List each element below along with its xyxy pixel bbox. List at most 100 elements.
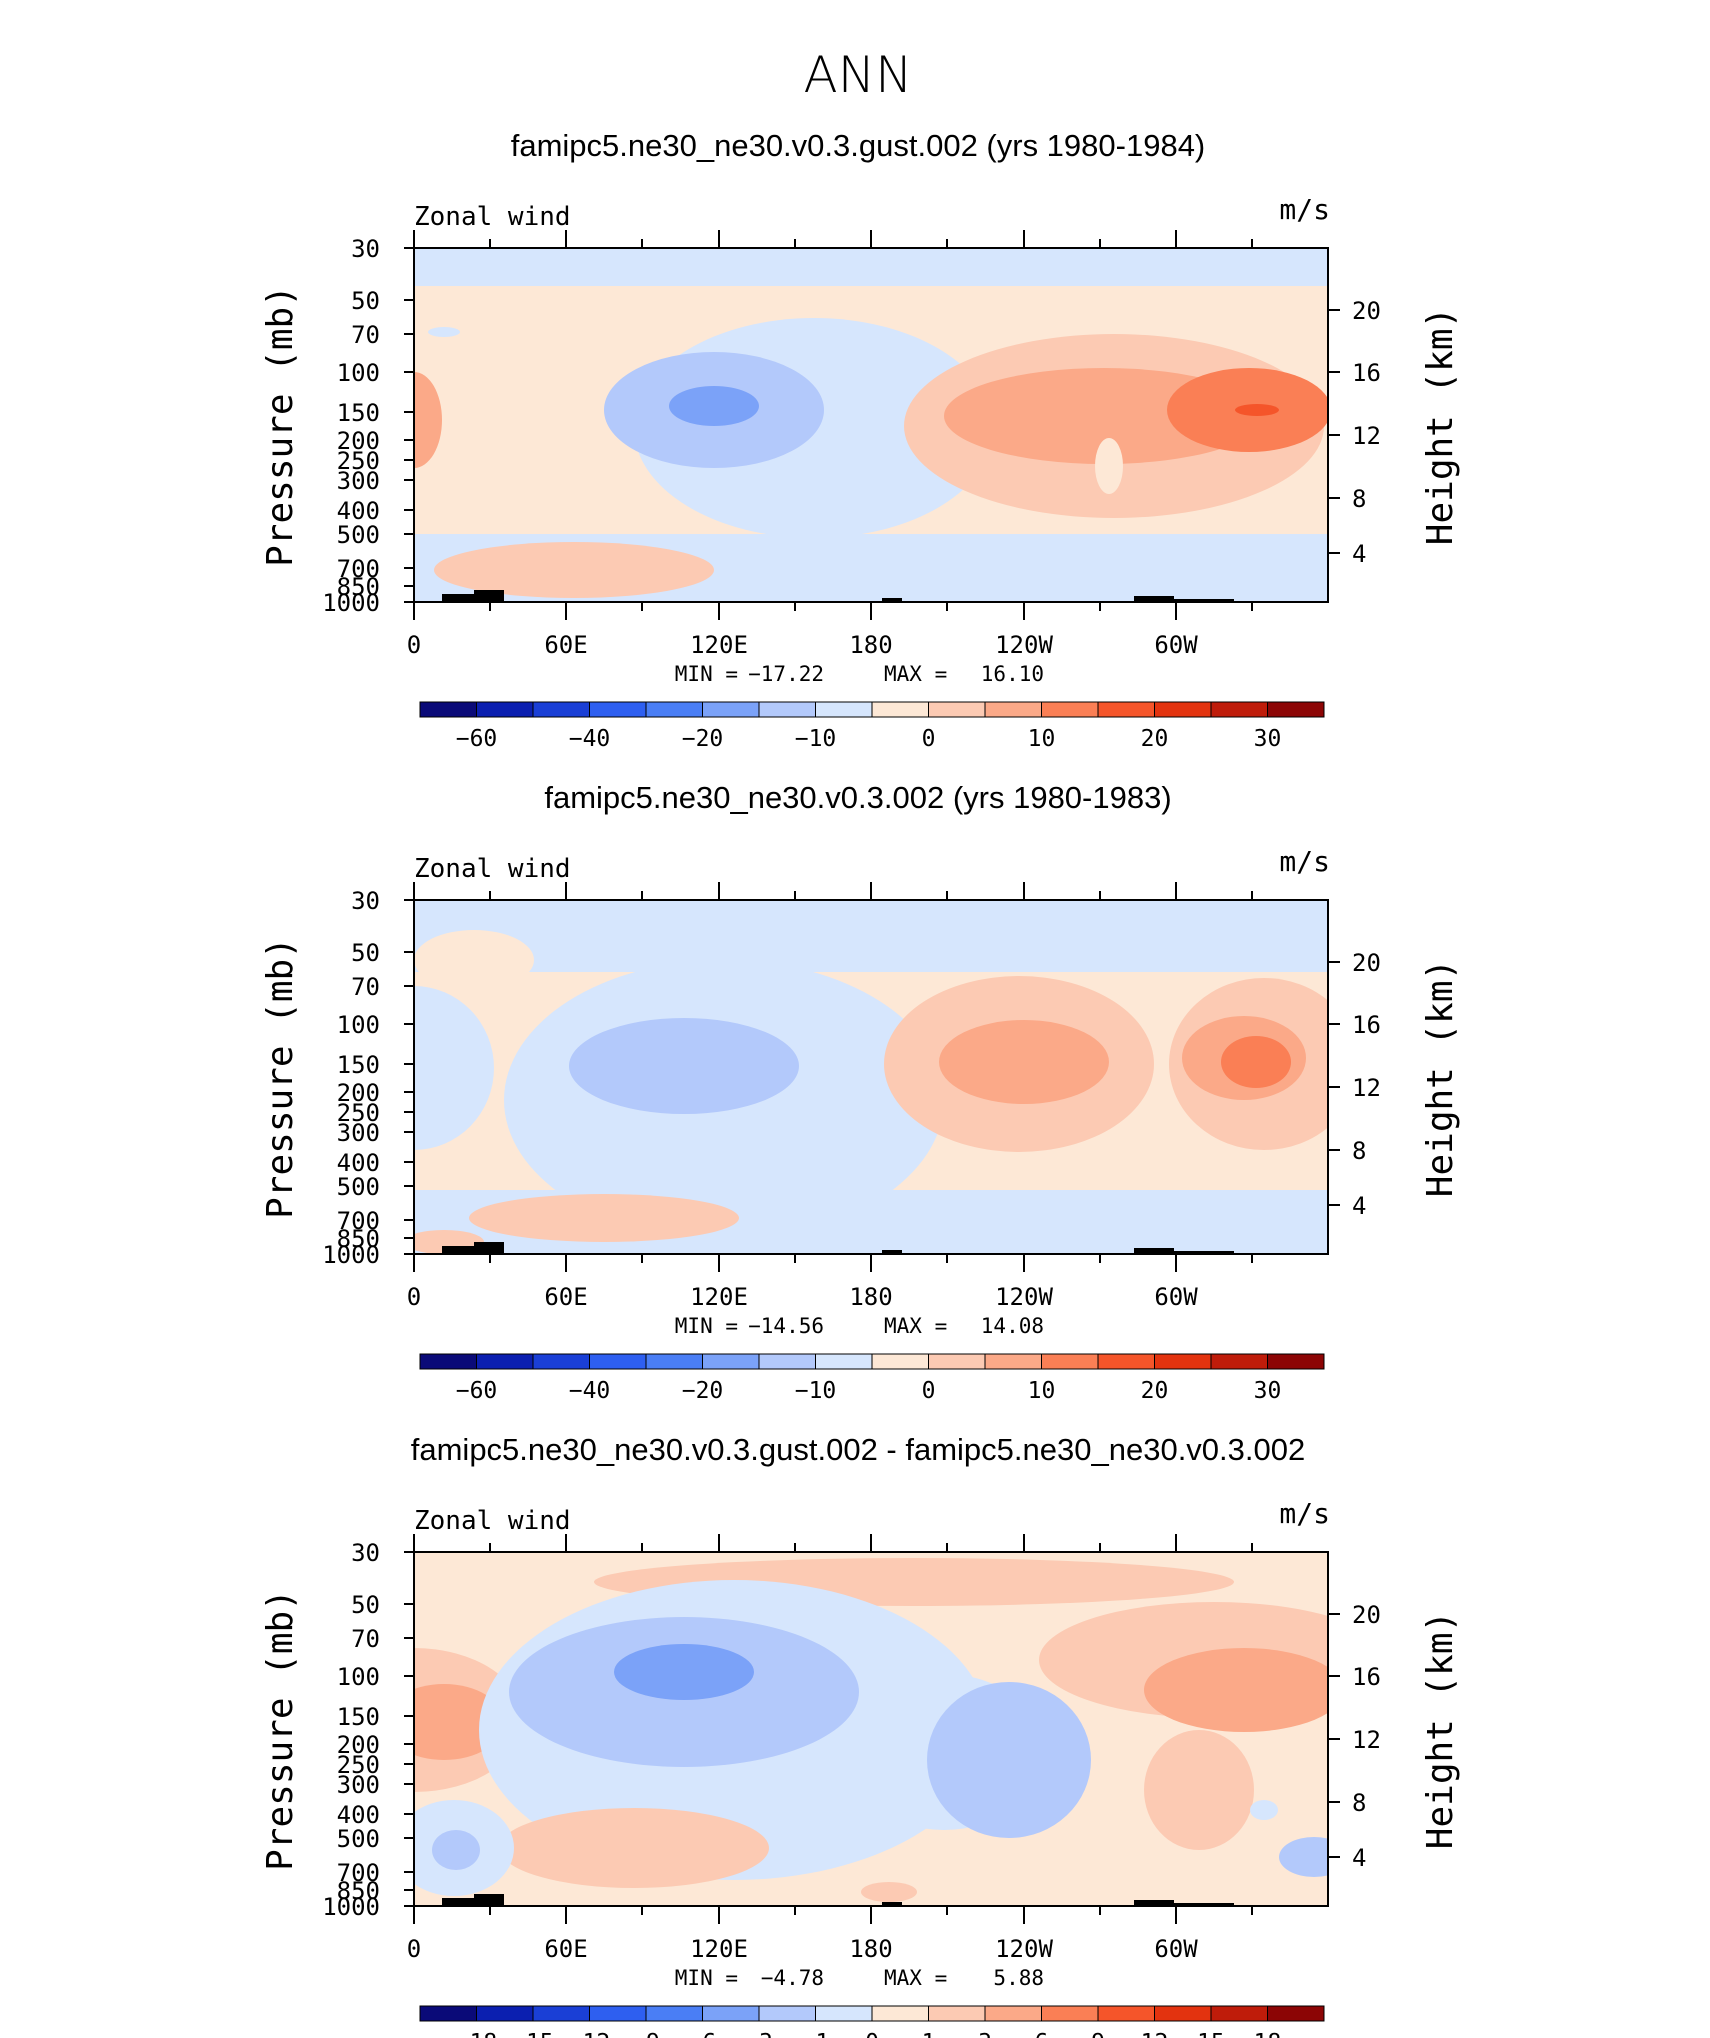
colorbar-swatch — [589, 701, 647, 718]
topography — [1134, 1900, 1174, 1906]
colorbar-swatch — [815, 1353, 873, 1370]
x-tick-label: 120E — [690, 1935, 748, 1963]
colorbar-label: 0 — [922, 1378, 936, 1404]
panel-title: famipc5.ne30_ne30.v0.3.002 (yrs 1980-198… — [544, 780, 1171, 815]
colorbar-label: 1 — [922, 2030, 936, 2038]
topography — [1174, 1903, 1234, 1906]
variable-label: Zonal wind — [414, 202, 571, 232]
max-label: MAX = — [884, 1966, 947, 1990]
x-tick-label: 60E — [544, 1283, 587, 1311]
topography — [442, 1898, 496, 1906]
panel-3: famipc5.ne30_ne30.v0.3.gust.002 - famipc… — [260, 1432, 1461, 2038]
colorbar-label: 18 — [1254, 2030, 1282, 2038]
colorbar-swatch — [1154, 1353, 1212, 1370]
y2-tick-label: 16 — [1352, 1011, 1381, 1039]
panel-1: famipc5.ne30_ne30.v0.3.gust.002 (yrs 198… — [260, 128, 1461, 752]
colorbar-swatch — [871, 1353, 929, 1370]
min-value: −4.78 — [761, 1966, 824, 1990]
colorbar-label: 30 — [1254, 726, 1282, 752]
colorbar-swatch — [702, 2005, 760, 2022]
y-tick-label: 70 — [351, 321, 380, 349]
colorbar-swatch — [928, 1353, 986, 1370]
contour-region — [861, 1882, 917, 1902]
contour-region — [614, 1644, 754, 1700]
units-label: m/s — [1279, 845, 1330, 878]
topography — [474, 1894, 504, 1906]
contour-region — [1221, 1036, 1291, 1088]
colorbar-label: 12 — [1141, 2030, 1169, 2038]
topography — [474, 1242, 504, 1254]
y2-tick-label: 4 — [1352, 1192, 1366, 1220]
max-value: 16.10 — [981, 662, 1044, 686]
y-tick-label: 150 — [337, 399, 380, 427]
y-tick-label: 700 — [337, 1859, 380, 1887]
y2-tick-label: 20 — [1352, 1601, 1381, 1629]
contour-layer — [414, 1558, 1328, 1906]
contour-region — [434, 542, 714, 598]
topography — [882, 598, 902, 602]
colorbar-swatch — [645, 701, 703, 718]
x-tick-label: 60E — [544, 631, 587, 659]
colorbar-label: −10 — [795, 1378, 837, 1404]
contour-region — [927, 1682, 1091, 1838]
colorbar-label: −20 — [682, 726, 724, 752]
y2-tick-label: 12 — [1352, 1726, 1381, 1754]
max-value: 5.88 — [993, 1966, 1044, 1990]
y-tick-label: 200 — [337, 1079, 380, 1107]
contour-region — [432, 1830, 480, 1870]
colorbar-swatch — [815, 2005, 873, 2022]
topography — [442, 594, 496, 602]
y-tick-label: 200 — [337, 1731, 380, 1759]
contour-region — [414, 986, 494, 1150]
colorbar-label: −6 — [689, 2030, 717, 2038]
colorbar-swatch — [1267, 1353, 1325, 1370]
x-tick-label: 120E — [690, 1283, 748, 1311]
colorbar-label: 10 — [1028, 726, 1056, 752]
y2-tick-label: 4 — [1352, 1844, 1366, 1872]
y-tick-label: 1000 — [322, 1241, 380, 1269]
y-tick-label: 30 — [351, 235, 380, 263]
y2-tick-label: 8 — [1352, 485, 1366, 513]
max-label: MAX = — [884, 662, 947, 686]
colorbar-swatch — [984, 1353, 1042, 1370]
contour-region — [669, 386, 759, 426]
colorbar-swatch — [1154, 2005, 1212, 2022]
y-tick-label: 100 — [337, 1011, 380, 1039]
x-tick-label: 0 — [407, 1935, 421, 1963]
y2-tick-label: 12 — [1352, 1074, 1381, 1102]
min-label: MIN = — [675, 1314, 738, 1338]
topography — [1134, 1248, 1174, 1254]
colorbar-swatch — [984, 701, 1042, 718]
colorbar-swatch — [476, 2005, 534, 2022]
units-label: m/s — [1279, 193, 1330, 226]
colorbar-swatch — [419, 2005, 477, 2022]
colorbar-swatch — [1041, 1353, 1099, 1370]
y-tick-label: 50 — [351, 287, 380, 315]
colorbar-swatch — [928, 701, 986, 718]
colorbar-swatch — [984, 2005, 1042, 2022]
colorbar-swatch — [645, 1353, 703, 1370]
colorbar-swatch — [532, 701, 590, 718]
colorbar-swatch — [871, 2005, 929, 2022]
colorbar-swatch — [1097, 701, 1155, 718]
colorbar-swatch — [1097, 2005, 1155, 2022]
y2-tick-label: 8 — [1352, 1137, 1366, 1165]
topography — [1174, 599, 1234, 602]
y2-axis-title: Height (km) — [1420, 959, 1461, 1197]
y2-axis-title: Height (km) — [1420, 307, 1461, 545]
colorbar-swatch — [532, 1353, 590, 1370]
topography — [882, 1250, 902, 1254]
contour-region — [414, 900, 1328, 972]
colorbar-swatch — [758, 2005, 816, 2022]
variable-label: Zonal wind — [414, 1506, 571, 1536]
y-tick-label: 70 — [351, 1625, 380, 1653]
x-tick-label: 120W — [995, 1283, 1053, 1311]
contour-region — [569, 1018, 799, 1114]
colorbar-swatch — [476, 701, 534, 718]
topography — [442, 1246, 496, 1254]
colorbar-label: 20 — [1141, 726, 1169, 752]
x-tick-label: 180 — [849, 1283, 892, 1311]
x-tick-label: 120W — [995, 631, 1053, 659]
max-value: 14.08 — [981, 1314, 1044, 1338]
y-axis-title: Pressure (mb) — [260, 937, 301, 1219]
